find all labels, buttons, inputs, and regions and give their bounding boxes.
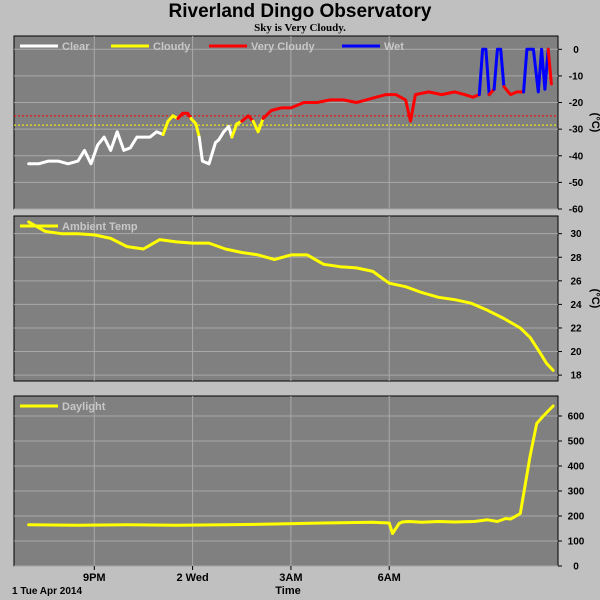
ambient-ytick-label: 30 [570,229,582,240]
daylight-ytick-label: 500 [568,437,585,448]
daylight-series-line [27,404,555,535]
daylight-ytick-label: 200 [568,512,585,523]
sky-series-line [27,130,165,166]
ambient-ylabel: (°C) [589,289,600,309]
sky-series-line [477,47,491,97]
sky-series-line [261,90,481,123]
sky-series-line [161,114,180,136]
daylight-ytick-label: 600 [568,412,585,423]
sky-legend-label: Very Cloudy [251,41,315,53]
sky-series-line [522,47,550,94]
sky-ytick-label: 0 [573,45,579,56]
x-tick-label: 2 Wed [177,572,209,584]
ambient-ytick-label: 22 [570,323,582,334]
daylight-ytick-label: 0 [573,562,579,573]
sky-plot-area [13,35,559,210]
ambient-series-line [27,220,555,372]
x-tick-label: 9PM [83,572,106,584]
sky-series-line [189,117,201,139]
ambient-ytick-label: 20 [570,347,582,358]
sky-ytick-label: -60 [569,205,584,216]
x-tick-label: 6AM [378,572,401,584]
sky-ytick-label: -40 [569,151,584,162]
daylight-ytick-label: 400 [568,462,585,473]
sky-series-line [502,85,526,97]
ambient-ytick-label: 18 [570,371,582,382]
sky-series-line [240,114,255,123]
sky-series-line [546,47,553,86]
sky-legend-label: Wet [384,41,404,53]
sky-series-line [492,47,506,91]
x-axis-label: Time [275,585,300,597]
page-subtitle: Sky is Very Cloudy. [254,22,346,34]
ambient-ytick-label: 26 [570,276,582,287]
sky-series-line [197,125,234,166]
daylight-ytick-label: 300 [568,487,585,498]
ambient-legend-label: Ambient Temp [62,221,138,233]
sky-series-line [176,111,193,120]
daylight-ytick-label: 100 [568,537,585,548]
ambient-ytick-label: 24 [570,300,582,311]
sky-series-line [251,117,265,134]
sky-legend-label: Clear [62,41,90,53]
daylight-plot-area [13,395,559,567]
daylight-legend-label: Daylight [62,401,106,413]
sky-ylabel: (°C) [589,113,600,133]
sky-legend-label: Cloudy [153,41,191,53]
sky-ytick-label: -10 [569,71,584,82]
x-tick-label: 3AM [279,572,302,584]
date-label: 1 Tue Apr 2014 [12,586,82,597]
sky-ytick-label: -30 [569,125,584,136]
sky-ytick-label: -50 [569,178,584,189]
ambient-plot-area [13,215,559,382]
sky-ytick-label: -20 [569,98,584,109]
sky-series-line [230,119,244,139]
page-title: Riverland Dingo Observatory [168,1,432,22]
ambient-ytick-label: 28 [570,253,582,264]
